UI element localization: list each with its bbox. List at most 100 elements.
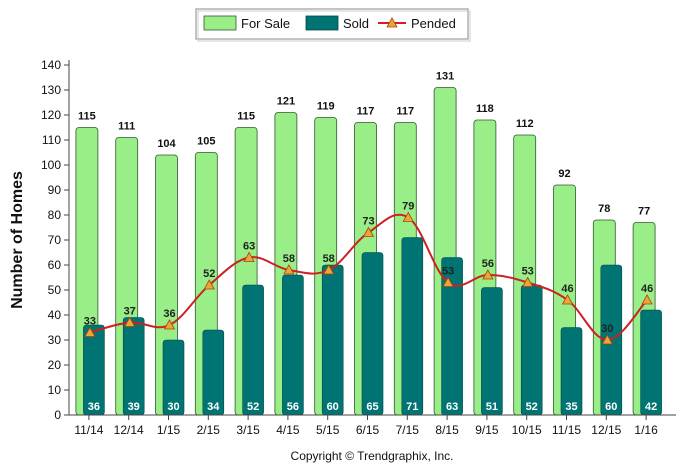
legend: For Sale Sold Pended xyxy=(195,8,471,42)
legend-label-pended: Pended xyxy=(411,16,456,31)
pended-marker xyxy=(243,251,255,262)
sold-value-label: 60 xyxy=(327,401,339,413)
y-tick-label: 110 xyxy=(42,133,61,147)
x-tick-label: 11/14 xyxy=(74,423,103,437)
x-tick-label: 1/16 xyxy=(634,423,658,437)
sold-value-label: 71 xyxy=(406,401,418,413)
for-sale-value-label: 115 xyxy=(237,111,255,123)
sold-bar xyxy=(361,252,384,416)
pended-marker xyxy=(124,316,136,327)
pended-marker xyxy=(203,279,215,290)
pended-value-label: 58 xyxy=(323,253,335,265)
y-axis-title: Number of Homes xyxy=(9,171,26,309)
x-tick-label: 5/15 xyxy=(316,423,340,437)
sold-bar xyxy=(640,309,662,416)
x-tick-label: 7/15 xyxy=(396,423,420,437)
pended-value-label: 79 xyxy=(402,201,414,213)
for-sale-value-label: 104 xyxy=(157,138,176,150)
x-tick-label: 12/14 xyxy=(114,423,144,437)
x-tick-label: 2/15 xyxy=(197,423,221,437)
for-sale-value-label: 117 xyxy=(357,106,375,118)
legend-swatch-pended-marker xyxy=(386,17,398,28)
y-tick-label: 60 xyxy=(48,258,62,272)
sold-value-label: 60 xyxy=(605,401,617,413)
pended-value-label: 30 xyxy=(601,323,613,335)
y-axis: 0 10 20 30 40 50 60 70 80 90 100 110 120 130 140 xyxy=(41,58,70,422)
y-tick-label: 80 xyxy=(48,208,62,222)
x-tick-label: 3/15 xyxy=(236,423,260,437)
pended-value-label: 53 xyxy=(442,266,454,278)
x-axis: 11/14 12/14 1/15 2/15 3/15 4/15 5/15 6/15 7/15 8/… xyxy=(69,414,676,437)
pended-value-label: 52 xyxy=(203,268,215,280)
for-sale-value-label: 77 xyxy=(638,206,650,218)
x-tick-label: 1/15 xyxy=(157,423,181,437)
x-tick-label: 9/15 xyxy=(475,423,499,437)
pended-value-label: 58 xyxy=(283,253,295,265)
y-tick-label: 130 xyxy=(41,83,61,97)
x-tick-label: 4/15 xyxy=(276,423,300,437)
sold-bar xyxy=(520,284,543,416)
sold-value-label: 52 xyxy=(247,401,259,413)
sold-bar xyxy=(481,287,503,416)
pended-marker xyxy=(402,211,414,222)
sold-value-label: 35 xyxy=(565,401,577,413)
for-sale-value-label: 92 xyxy=(558,168,570,180)
copyright-text: Copyright © Trendgraphix, Inc. xyxy=(291,449,454,463)
pended-marker xyxy=(561,294,574,305)
legend-swatch-sold xyxy=(305,15,339,31)
sold-value-label: 30 xyxy=(167,401,179,413)
pended-line: 33 37 36 52 63 58 58 73 79 53 56 53 46 30 46 xyxy=(84,201,653,345)
for-sale-value-label: 78 xyxy=(598,203,610,215)
pended-marker xyxy=(601,334,613,345)
x-tick-label: 12/15 xyxy=(591,423,621,437)
sold-value-label: 39 xyxy=(128,401,140,413)
y-tick-label: 10 xyxy=(48,383,62,397)
pended-marker xyxy=(482,269,494,280)
x-tick-label: 10/15 xyxy=(512,423,542,437)
pended-value-label: 46 xyxy=(561,283,573,295)
sold-bars: 36 39 30 34 52 56 60 65 71 63 51 52 35 60 42 xyxy=(83,237,662,416)
sold-value-label: 36 xyxy=(88,401,100,413)
y-tick-label: 90 xyxy=(48,183,62,197)
for-sale-value-label: 115 xyxy=(78,111,96,123)
for-sale-value-label: 119 xyxy=(317,101,335,113)
for-sale-value-label: 118 xyxy=(476,103,494,115)
sold-bar xyxy=(242,284,264,416)
x-tick-label: 8/15 xyxy=(435,423,459,437)
y-tick-label: 70 xyxy=(48,233,62,247)
y-tick-label: 30 xyxy=(48,333,62,347)
for-sale-value-label: 112 xyxy=(516,118,534,130)
sold-value-label: 63 xyxy=(446,401,458,413)
y-tick-label: 100 xyxy=(41,158,61,172)
pended-marker xyxy=(84,326,96,337)
y-tick-label: 40 xyxy=(48,308,62,322)
pended-marker xyxy=(442,276,454,287)
sold-value-label: 34 xyxy=(207,401,220,413)
pended-marker xyxy=(522,276,534,287)
sold-value-label: 65 xyxy=(366,401,378,413)
for-sale-value-label: 105 xyxy=(197,136,215,148)
pended-marker xyxy=(362,226,375,237)
pended-value-label: 37 xyxy=(124,306,136,318)
pended-value-label: 56 xyxy=(482,258,494,270)
sold-bar xyxy=(321,264,344,416)
y-tick-label: 20 xyxy=(48,358,62,372)
x-tick-label: 6/15 xyxy=(356,423,380,437)
x-tick-label: 11/15 xyxy=(552,423,581,437)
pended-value-label: 33 xyxy=(84,316,96,328)
sold-value-label: 42 xyxy=(645,401,657,413)
sold-bar xyxy=(282,274,304,416)
pended-value-label: 53 xyxy=(522,266,534,278)
legend-label-sold: Sold xyxy=(343,16,369,31)
for-sale-value-label: 121 xyxy=(277,96,295,108)
legend-label-for-sale: For Sale xyxy=(241,16,290,31)
y-tick-label: 140 xyxy=(41,58,61,72)
pended-marker xyxy=(323,264,335,275)
sold-value-label: 56 xyxy=(287,401,299,413)
legend-swatch-for-sale xyxy=(203,15,237,31)
pended-marker xyxy=(641,294,653,305)
for-sale-value-label: 111 xyxy=(118,121,135,133)
sold-bar xyxy=(441,257,463,416)
